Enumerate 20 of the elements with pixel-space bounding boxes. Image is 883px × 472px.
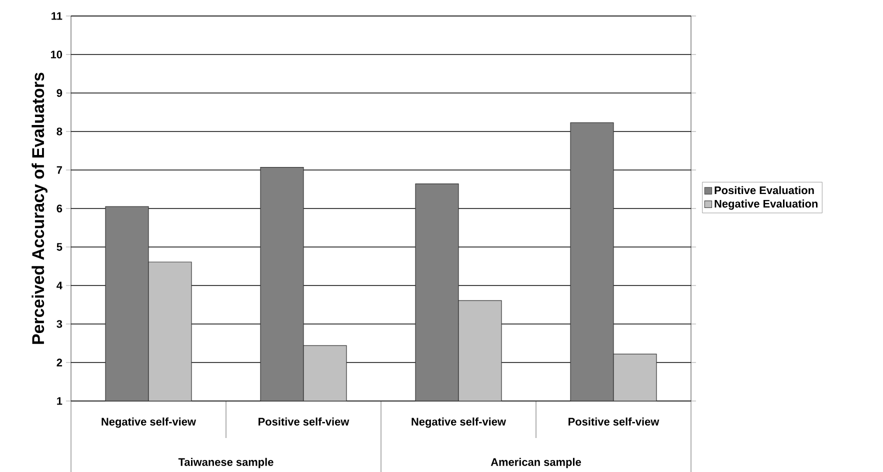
y-tick-label: 11 xyxy=(52,12,62,20)
y-tick-label: 3 xyxy=(56,320,62,328)
x-tick-label: Positive self-view xyxy=(568,418,660,426)
y-tick-label: 6 xyxy=(56,204,62,212)
y-tick-label: 2 xyxy=(56,358,62,366)
x-tick-label: Negative self-view xyxy=(102,418,196,428)
y-axis-title: Perceived Accuracy of Evaluators xyxy=(32,72,48,344)
y-tick-label: 7 xyxy=(56,166,62,174)
y-tick-label: 10 xyxy=(50,50,62,58)
y-tick-label: 8 xyxy=(56,128,62,136)
y-tick-label: 1 xyxy=(57,397,62,405)
x-tick-label: Negative self-view xyxy=(412,418,506,428)
y-tick-label: 5 xyxy=(56,243,62,251)
text: American sample xyxy=(490,458,581,468)
legend-label: Positive Evaluation xyxy=(714,186,814,194)
x-tick-label: Positive self-view xyxy=(258,418,350,426)
text: Taiwanese sample xyxy=(178,458,274,468)
legend-label: Negative Evaluation xyxy=(714,200,818,210)
y-tick-label: 9 xyxy=(56,89,62,97)
y-tick-label: 4 xyxy=(56,282,62,290)
